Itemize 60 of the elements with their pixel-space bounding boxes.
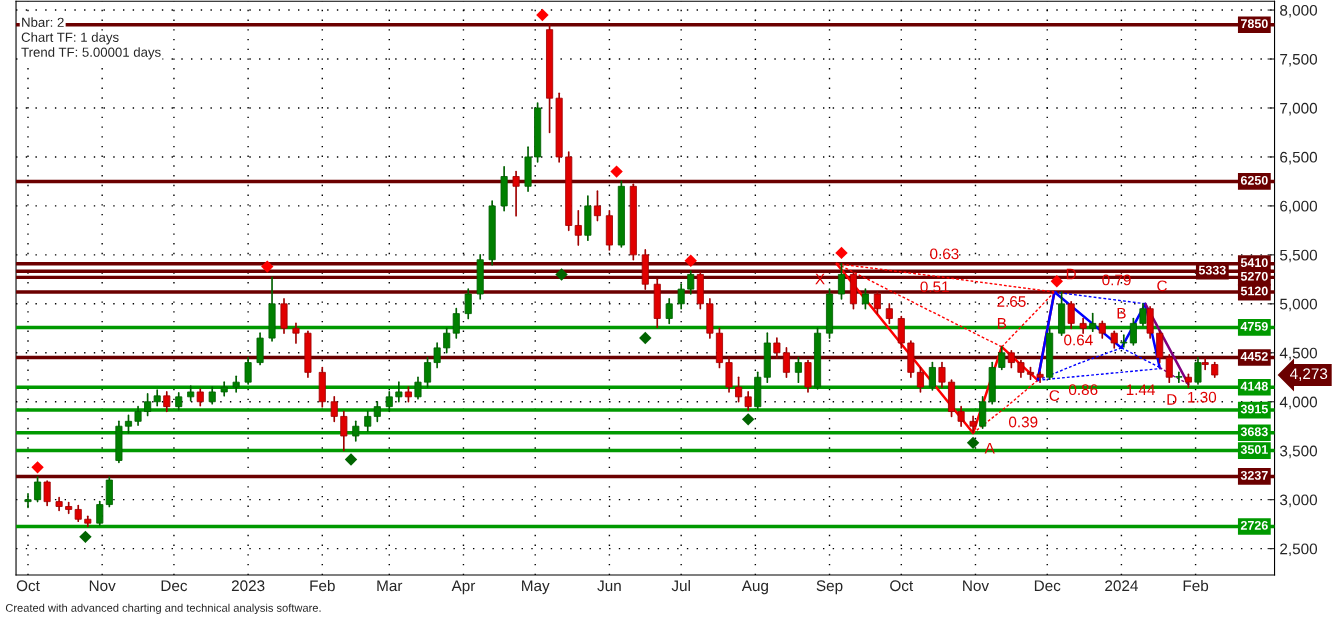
x-tick-label: Jul: [671, 579, 690, 592]
ref-line-label: 3683: [1240, 427, 1268, 437]
x-tick-label: Nov: [963, 580, 989, 592]
x-tick-label: Jun: [597, 580, 621, 592]
ref-line-label: 6250: [1240, 175, 1268, 185]
ref-line-label: 7850: [1240, 19, 1268, 29]
annotation: B: [1117, 307, 1126, 319]
x-tick-label: Aug: [741, 580, 768, 595]
x-tick-label: Oct: [16, 580, 40, 592]
y-tick-label: 6,000: [1280, 200, 1318, 214]
x-tick-label: Mar: [377, 580, 403, 592]
x-tick-label: Apr: [451, 580, 476, 595]
x-tick-label: 2024: [1105, 580, 1138, 592]
annotation: 0.64: [1064, 334, 1093, 346]
annotation: 2.65: [997, 296, 1026, 307]
x-tick-label: Oct: [890, 580, 914, 592]
annotation: 0.51: [920, 281, 949, 293]
ref-line-label: 3237: [1240, 470, 1268, 480]
y-tick-label: 4,000: [1279, 396, 1318, 410]
ref-line-label: 5333: [1198, 265, 1226, 275]
ref-line-label: 3915: [1240, 404, 1268, 414]
x-tick-label: Dec: [161, 580, 188, 592]
x-tick-label: 2023: [231, 580, 265, 592]
x-tick-label: Feb: [310, 579, 335, 592]
annotation: 0.63: [930, 248, 959, 260]
x-tick-label: May: [522, 580, 550, 595]
ref-line-label: 5120: [1240, 286, 1268, 296]
y-tick-label: 8,000: [1280, 4, 1318, 18]
annotation: C: [1157, 280, 1167, 292]
ref-line-label: 5270: [1240, 271, 1268, 281]
annotation: C: [1049, 390, 1060, 401]
text: 4,273: [1290, 368, 1328, 381]
ref-line-label: 5410: [1240, 258, 1268, 268]
annotation: Trend TF: 5.00001 days: [21, 47, 161, 60]
x-tick-label: Dec: [1034, 580, 1061, 592]
annotation: 0.39: [1008, 416, 1038, 428]
annotation: 1.30: [1188, 391, 1217, 403]
x-tick-label: Feb: [1183, 579, 1209, 592]
x-tick-label: Sep: [816, 580, 843, 595]
annotation: X: [815, 273, 825, 285]
ref-line-label: 4452: [1240, 351, 1268, 361]
y-tick-label: 3,500: [1279, 445, 1318, 459]
y-tick-label: 6,500: [1280, 151, 1318, 165]
ref-line-label: 4759: [1240, 321, 1268, 331]
y-tick-label: 7,500: [1280, 53, 1318, 67]
y-tick-label: 2,500: [1280, 543, 1318, 557]
annotation: Nbar: 2: [22, 17, 64, 27]
x-tick-label: Nov: [89, 580, 116, 592]
y-tick-label: 7,000: [1280, 102, 1318, 116]
y-tick-label: 3,000: [1279, 494, 1318, 508]
text: Created with advanced charting and technical analysis software.: [5, 603, 321, 615]
y-tick-label: 5,000: [1280, 298, 1318, 312]
annotation: D: [1167, 394, 1177, 405]
y-tick-label: 5,500: [1280, 249, 1318, 263]
annotation: D: [1066, 268, 1076, 280]
ref-line-label: 4148: [1240, 381, 1268, 391]
annotation: Chart TF: 1 days: [21, 32, 119, 45]
ref-line-label: 2726: [1240, 520, 1268, 530]
y-tick-label: 4,500: [1279, 347, 1318, 361]
ref-line-label: 3501: [1240, 445, 1268, 454]
